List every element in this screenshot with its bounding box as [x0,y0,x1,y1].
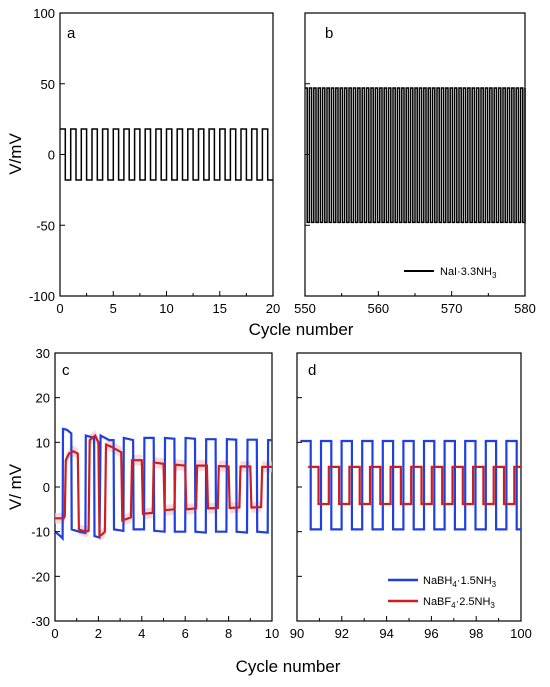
x-tick-label: 100 [510,626,532,641]
x-tick-label: 4 [138,626,145,641]
panel-c: 0 2 4 6 8 10 -30 -20 -10 0 10 20 30 c [31,346,279,641]
panel-label: b [325,25,333,42]
x-tick-label: 10 [159,301,173,316]
y-tick-label: -50 [36,218,55,233]
y-tick-label: 50 [41,77,55,92]
y-tick-label: -100 [29,289,55,304]
x-tick-label: 98 [469,626,483,641]
x-axis-label-bottom: Cycle number [236,657,341,676]
x-tick-label: 6 [182,626,189,641]
y-tick-label: -10 [31,525,50,540]
x-tick-label: 0 [56,301,63,316]
legend-entry-text: NaBH4·1.5NH3 [423,575,497,589]
x-tick-label: 15 [213,301,227,316]
x-tick-label: 5 [110,301,117,316]
series-line-blue [300,439,521,531]
y-axis-label-top: V/mV [6,133,25,175]
x-tick-label: 90 [290,626,304,641]
y-tick-label: 20 [36,391,50,406]
legend-entry-text: NaI·3.3NH3 [440,266,497,280]
panel-b: 550 560 570 580 b NaI·3.3NH3 [294,12,536,316]
y-tick-label: -20 [31,569,50,584]
x-tick-label: 550 [294,301,316,316]
plot-area [300,439,521,531]
plot-area [60,128,273,181]
x-tick-label: 8 [225,626,232,641]
series-line-black [305,87,526,224]
x-tick-label: 92 [335,626,349,641]
x-tick-label: 580 [514,301,536,316]
series-line-black [60,128,273,181]
x-tick-label: 20 [266,301,280,316]
plot-area [54,427,272,542]
legend: NaI·3.3NH3 [404,266,497,280]
x-tick-label: 2 [95,626,102,641]
y-axis-label-bottom: V/ mV [6,463,25,510]
y-tick-label: -30 [31,614,50,629]
series-line-red [308,465,521,506]
legend-entry-text: NaBF4·2.5NH3 [423,596,495,610]
axis: 0 5 10 15 20 -100 -50 0 50 100 [29,6,280,316]
x-tick-label: 0 [51,626,58,641]
x-axis-label-top: Cycle number [249,320,354,339]
y-tick-label: 10 [36,435,50,450]
axis: 0 2 4 6 8 10 -30 -20 -10 0 10 20 30 [31,346,279,641]
panel-label: d [308,362,316,379]
series-line-red [55,433,272,539]
y-tick-label: 30 [36,346,50,361]
y-tick-label: 0 [43,480,50,495]
plot-area [305,87,526,224]
axis: 90 92 94 96 98 100 [290,352,532,641]
x-tick-label: 10 [265,626,279,641]
panel-label: c [62,362,70,379]
x-tick-label: 96 [424,626,438,641]
legend: NaBH4·1.5NH3 NaBF4·2.5NH3 [388,575,497,610]
x-tick-label: 94 [379,626,393,641]
panel-d: 90 92 94 96 98 100 d NaBH4·1.5NH3 NaBF4·2.5NH… [290,352,532,641]
y-tick-label: 0 [48,148,55,163]
panel-label: a [67,25,76,42]
panel-a: 0 5 10 15 20 -100 -50 0 50 100 a [29,6,280,316]
axis: 550 560 570 580 [294,12,536,316]
x-tick-label: 570 [441,301,463,316]
y-tick-label: 100 [33,6,55,21]
x-tick-label: 560 [367,301,389,316]
